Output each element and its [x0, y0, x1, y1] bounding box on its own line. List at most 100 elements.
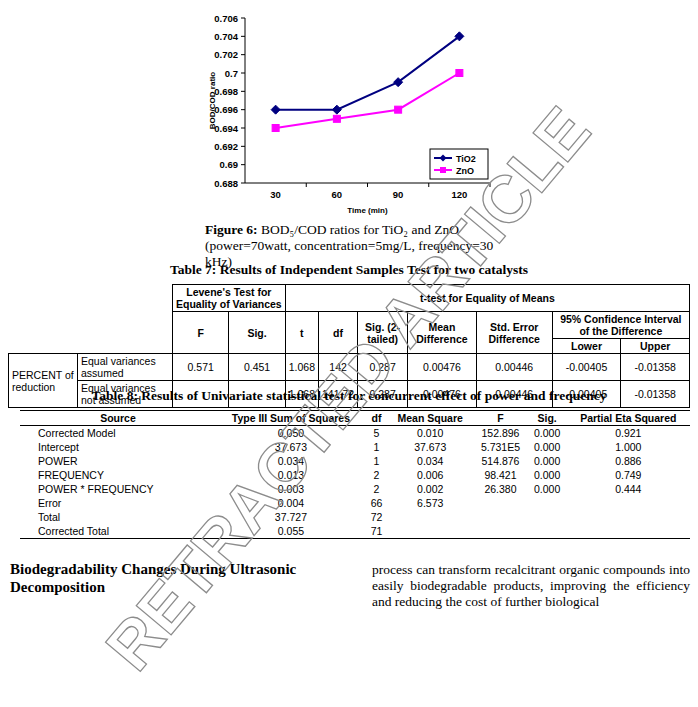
table-cell: [473, 496, 527, 510]
table-title: Table 8: Results of Univariate statistic…: [0, 388, 698, 404]
marker: [455, 32, 464, 41]
x-tick: [428, 183, 429, 187]
y-tick-label: 0.702: [214, 49, 238, 60]
table-cell: 0.013: [216, 468, 366, 482]
y-tick: [241, 54, 245, 55]
table-cell: [473, 510, 527, 524]
x-tick: [306, 183, 307, 187]
table-cell: POWER * FREQUENCY: [20, 482, 216, 496]
table-cell: -0.01358: [621, 354, 690, 381]
table-cell: 37.727: [216, 510, 366, 524]
table-cell: 0.000: [528, 482, 567, 496]
table-row: Corrected Model0.05050.010152.8960.0000.…: [20, 426, 690, 441]
legend-marker: [440, 155, 447, 162]
table-cell: 0.886: [567, 454, 690, 468]
table-cell: 514.876: [473, 454, 527, 468]
y-tick: [241, 183, 245, 184]
body-text: process can transform recalcitrant organ…: [372, 562, 690, 610]
table-cell: 71: [366, 524, 387, 539]
header-cell: Sig. (2-tailed): [358, 312, 408, 354]
header-cell: Upper: [621, 339, 690, 354]
table-title: Table 7: Results of Independent Samples …: [0, 262, 698, 278]
table-cell: Corrected Model: [20, 426, 216, 441]
table-cell: 2: [366, 482, 387, 496]
table-row: POWER0.03410.034514.8760.0000.886: [20, 454, 690, 468]
table-cell: POWER: [20, 454, 216, 468]
series-line: [276, 36, 460, 109]
y-tick-label: 0.698: [214, 86, 238, 97]
marker: [332, 105, 341, 114]
table-row: PERCENT of reductionEqual variances assu…: [9, 354, 690, 381]
table-cell: FREQUENCY: [20, 468, 216, 482]
table-row: Total37.72772: [20, 510, 690, 524]
table-cell: 1: [366, 440, 387, 454]
table-cell: [567, 510, 690, 524]
y-tick-label: 0.688: [214, 178, 238, 189]
table-cell: 0.749: [567, 468, 690, 482]
table-cell: 0.010: [387, 426, 473, 441]
x-tick-label: 30: [270, 189, 281, 200]
y-tick: [241, 91, 245, 92]
y-tick-label: 0.692: [214, 141, 238, 152]
table-cell: Intercept: [20, 440, 216, 454]
y-axis: [245, 18, 246, 183]
table-cell: 0.00446: [476, 354, 552, 381]
legend-marker: [440, 167, 446, 173]
table-cell: 6.573: [387, 496, 473, 510]
x-tick: [367, 183, 368, 187]
x-tick-label: 120: [451, 189, 467, 200]
table-cell: 98.421: [473, 468, 527, 482]
marker: [333, 115, 340, 122]
table-cell: 2: [366, 468, 387, 482]
y-tick-label: 0.69: [220, 159, 239, 170]
table-cell: 0.000: [528, 426, 567, 441]
table-cell: 0.004: [216, 496, 366, 510]
table-cell: 0.571: [173, 354, 229, 381]
marker: [395, 106, 402, 113]
table-cell: 0.002: [387, 482, 473, 496]
marker: [394, 78, 403, 87]
header-cell: Std. Error Difference: [476, 312, 552, 354]
header-cell: Sig.: [528, 411, 567, 426]
header-cell: Levene's Test for Equality of Variances: [173, 285, 286, 312]
table-row: Error0.004666.573: [20, 496, 690, 510]
header-cell: Partial Eta Squared: [567, 411, 690, 426]
header-row: SourceType III Sum of SquaresdfMean Squa…: [20, 411, 690, 426]
caption-label: Figure 6:: [205, 222, 258, 237]
y-tick: [241, 128, 245, 129]
table-cell: 5: [366, 426, 387, 441]
table-cell: 1: [366, 454, 387, 468]
table-cell: 0.003: [216, 482, 366, 496]
table-cell: [567, 496, 690, 510]
y-tick-label: 0.696: [214, 104, 238, 115]
header-cell: F: [473, 411, 527, 426]
header-cell: 95% Confidence Interval of the Differenc…: [552, 312, 689, 339]
table-cell: [473, 524, 527, 539]
table-cell: [567, 524, 690, 539]
row-group-cell: PERCENT of reduction: [9, 354, 78, 408]
table-cell: [387, 524, 473, 539]
legend-label: TiO2: [456, 154, 476, 164]
header-cell: Type III Sum of Squares: [216, 411, 366, 426]
section-heading: Biodegradability Changes During Ultrason…: [10, 560, 340, 596]
table-cell: 5.731E5: [473, 440, 527, 454]
table-cell: 0.451: [229, 354, 285, 381]
y-tick: [241, 18, 245, 19]
header-cell: t: [285, 312, 318, 354]
marker: [272, 125, 279, 132]
y-tick-label: 0.704: [214, 31, 238, 42]
y-tick: [241, 164, 245, 165]
table-cell: Error: [20, 496, 216, 510]
header-row: Levene's Test for Equality of Variancest…: [9, 285, 690, 312]
table-cell: 0.000: [528, 440, 567, 454]
table-cell: 0.00476: [408, 354, 477, 381]
table-cell: 37.673: [387, 440, 473, 454]
table-cell: 0.050: [216, 426, 366, 441]
header-cell: t-test for Equality of Means: [285, 285, 689, 312]
header-cell: df: [366, 411, 387, 426]
table-cell: 0.034: [216, 454, 366, 468]
table: SourceType III Sum of SquaresdfMean Squa…: [20, 410, 690, 539]
header-cell: df: [319, 312, 358, 354]
table-row: Intercept37.673137.6735.731E50.0001.000: [20, 440, 690, 454]
header-cell: Source: [20, 411, 216, 426]
